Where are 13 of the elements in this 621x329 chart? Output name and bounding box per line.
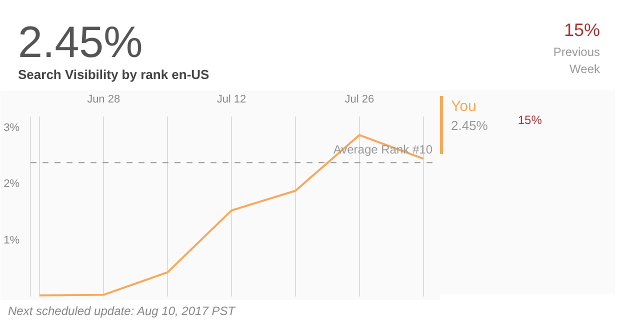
text: You [451, 97, 478, 117]
text: 2.45% [451, 117, 488, 136]
chart-subtitle: Search Visibility by rank en-US [18, 66, 210, 84]
y-tick-label: 1% [4, 234, 20, 246]
text: 15% [564, 19, 600, 42]
text: 15% [518, 112, 542, 129]
y-tick-label: 3% [4, 122, 20, 134]
text: Previous Week [552, 44, 600, 78]
y-tick-label: 2% [4, 178, 20, 190]
x-tick-label: Jun 28 [87, 94, 120, 106]
x-tick-label: Jul 26 [344, 94, 374, 106]
x-tick-label: Jul 12 [216, 94, 246, 106]
text: Next scheduled update: Aug 10, 2017 PST [7, 303, 236, 320]
